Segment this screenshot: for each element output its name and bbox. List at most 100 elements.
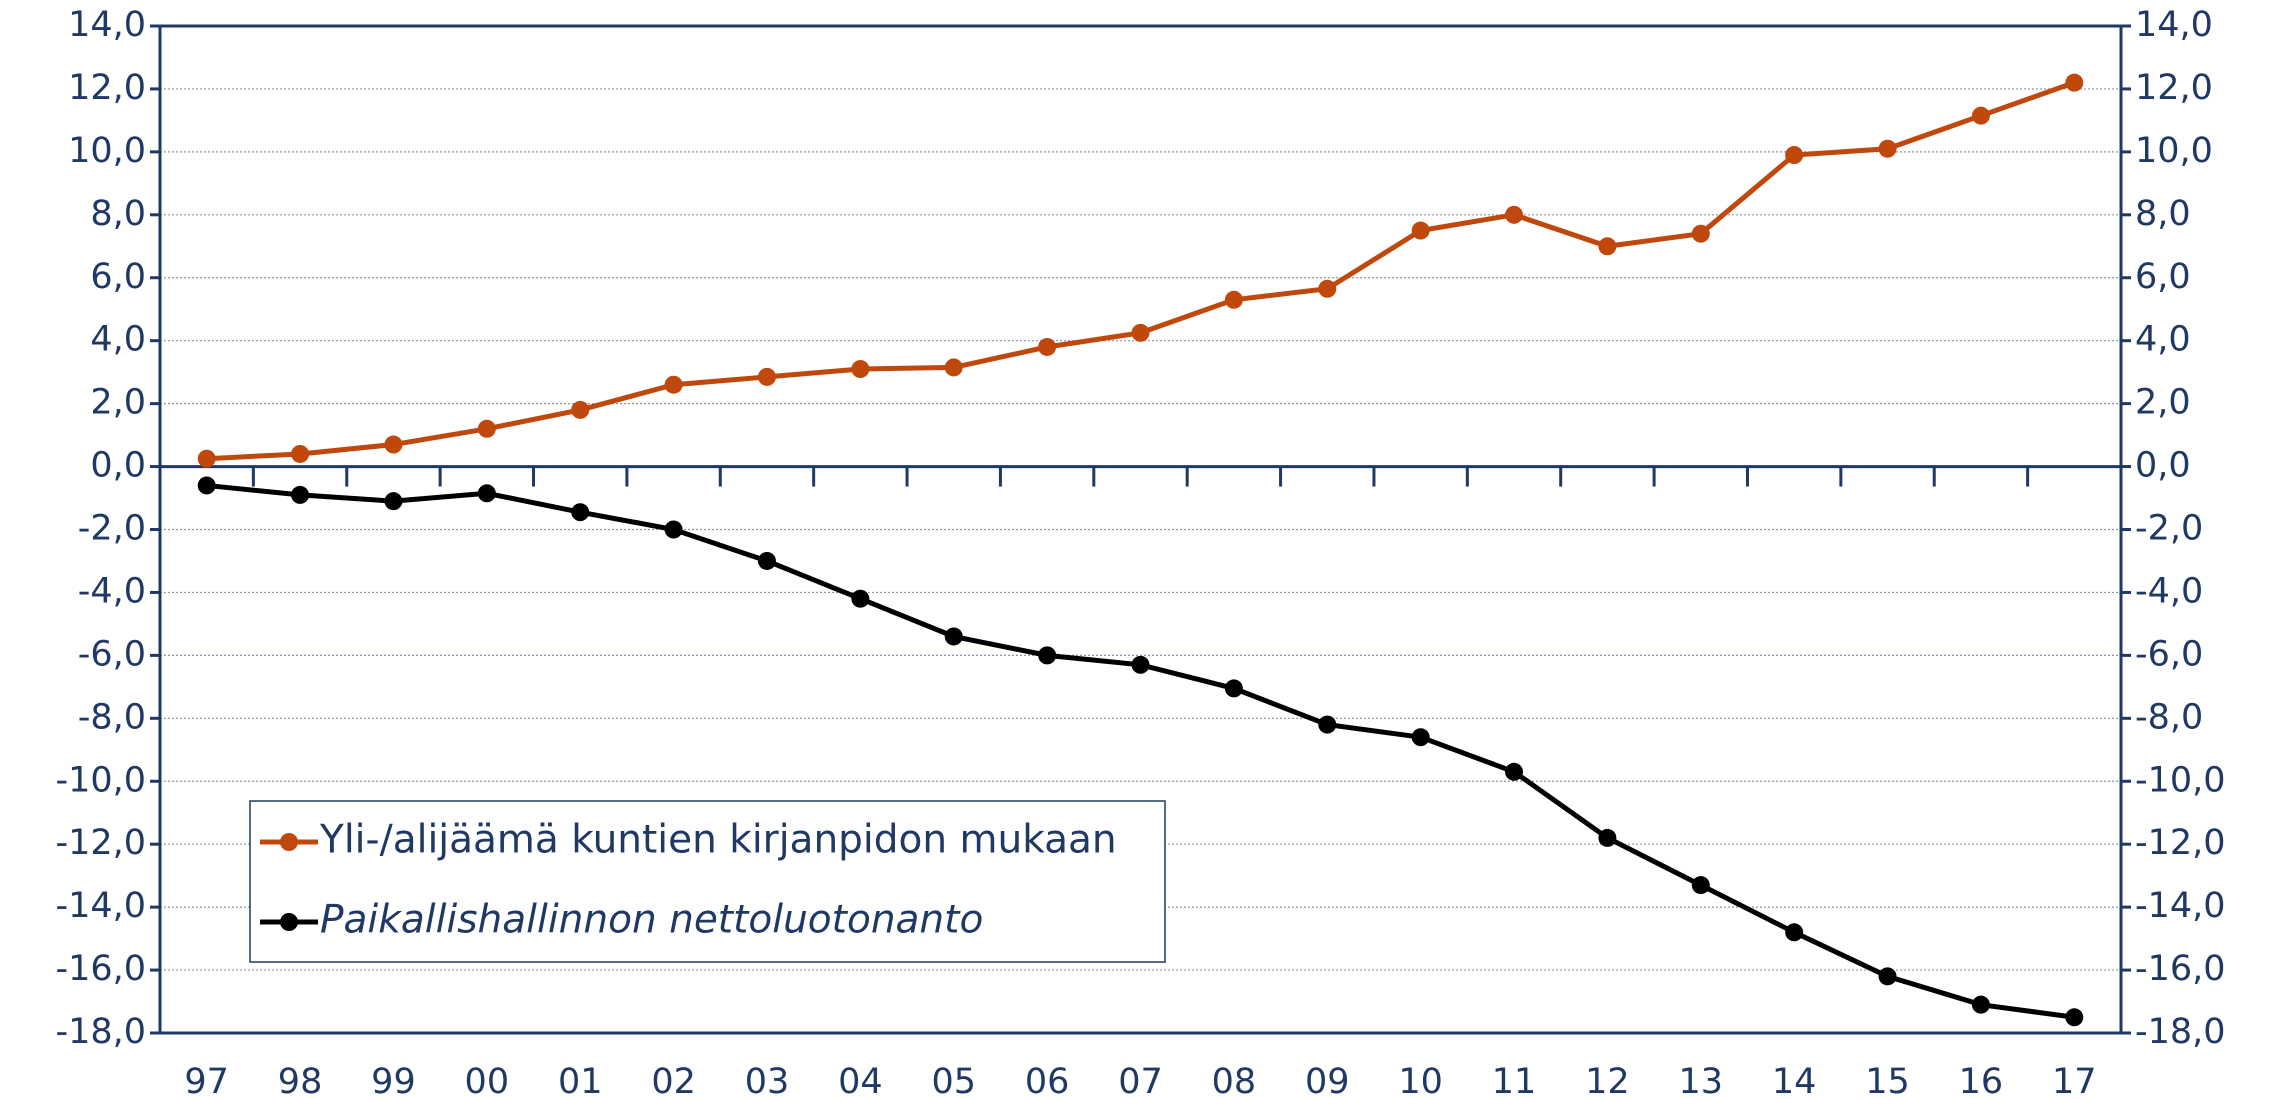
point (1691, 876, 1710, 895)
y2-tick-label: 14,0 (2135, 5, 2213, 45)
y2-tick-label: -16,0 (2135, 949, 2226, 989)
point (571, 503, 590, 522)
y2-tick-label: -8,0 (2135, 697, 2203, 737)
point (1411, 221, 1430, 240)
point (1971, 106, 1990, 125)
x-tick-label: 16 (1959, 1062, 2004, 1099)
point (2065, 1008, 2084, 1027)
point (291, 485, 310, 504)
y-tick-label: -12,0 (55, 823, 146, 863)
y-tick-label: -16,0 (55, 949, 146, 989)
point (1505, 762, 1524, 781)
point (1785, 146, 1804, 165)
x-tick-label: 12 (1585, 1062, 1630, 1099)
x-tick-label: 98 (278, 1062, 323, 1099)
y2-tick-label: -18,0 (2135, 1012, 2226, 1052)
legend-marker (280, 913, 298, 931)
y-tick-label: -4,0 (78, 571, 146, 611)
x-tick-label: 13 (1679, 1062, 1724, 1099)
point (1131, 655, 1150, 674)
y2-tick-label: 6,0 (2135, 257, 2191, 297)
y2-tick-label: -10,0 (2135, 760, 2226, 800)
point (197, 449, 216, 468)
x-tick-label: 03 (745, 1062, 790, 1099)
y2-tick-label: 8,0 (2135, 194, 2191, 234)
x-tick-label: 09 (1305, 1062, 1350, 1099)
point (1318, 279, 1337, 298)
x-tick-label: 04 (838, 1062, 883, 1099)
plot-frame (158, 24, 2123, 1035)
y-tick-label: -18,0 (55, 1012, 146, 1052)
x-tick-label: 06 (1025, 1062, 1070, 1099)
point (477, 484, 496, 503)
point (1691, 224, 1710, 243)
y2-tick-label: 12,0 (2135, 68, 2213, 108)
point (1598, 828, 1617, 847)
y2-tick-label: -14,0 (2135, 886, 2226, 926)
point (1878, 139, 1897, 158)
x-tick-label: 01 (558, 1062, 603, 1099)
x-tick-label: 02 (651, 1062, 696, 1099)
legend-box (249, 800, 1166, 963)
point (851, 589, 870, 608)
x-tick-label: 17 (2052, 1062, 2097, 1099)
point (1411, 728, 1430, 747)
point (944, 627, 963, 646)
x-tick-label: 11 (1492, 1062, 1537, 1099)
point (1038, 646, 1057, 665)
y-tick-label: 4,0 (90, 320, 146, 360)
point (1598, 237, 1617, 256)
point (757, 551, 776, 570)
y-tick-label: -14,0 (55, 886, 146, 926)
point (1505, 205, 1524, 224)
point (571, 400, 590, 419)
x-tick-label: 07 (1118, 1062, 1163, 1099)
point (1224, 679, 1243, 698)
y2-tick-label: -6,0 (2135, 634, 2203, 674)
y-tick-label: 12,0 (68, 68, 146, 108)
y-tick-label: 10,0 (68, 131, 146, 171)
point (757, 367, 776, 386)
point (2065, 73, 2084, 92)
y-tick-label: -8,0 (78, 697, 146, 737)
point (1131, 323, 1150, 342)
point (664, 520, 683, 539)
y2-tick-label: 4,0 (2135, 320, 2191, 360)
x-tick-label: 15 (1865, 1062, 1910, 1099)
x-tick-label: 10 (1398, 1062, 1443, 1099)
point (1224, 290, 1243, 309)
y-tick-label: 0,0 (90, 446, 146, 486)
x-tick-label: 05 (931, 1062, 976, 1099)
series-line (206, 80, 2076, 462)
point (1318, 715, 1337, 734)
point (1785, 923, 1804, 942)
y-tick-label: -6,0 (78, 634, 146, 674)
point (384, 492, 403, 511)
x-tick-label: 00 (465, 1062, 510, 1099)
legend-label: Paikallishallinnon nettoluotonanto (320, 898, 983, 943)
y-tick-label: -2,0 (78, 509, 146, 549)
y2-tick-label: -12,0 (2135, 823, 2226, 863)
y-tick-label: 14,0 (68, 5, 146, 45)
x-tick-label: 08 (1212, 1062, 1257, 1099)
y2-tick-label: 10,0 (2135, 131, 2213, 171)
x-tick-label: 99 (371, 1062, 416, 1099)
point (1038, 337, 1057, 356)
point (477, 419, 496, 438)
y2-tick-label: -4,0 (2135, 571, 2203, 611)
point (1971, 995, 1990, 1014)
x-tick-label: 14 (1772, 1062, 1817, 1099)
y2-tick-label: -2,0 (2135, 509, 2203, 549)
y2-tick-label: 2,0 (2135, 383, 2191, 423)
point (664, 375, 683, 394)
point (1878, 967, 1897, 986)
point (944, 358, 963, 377)
point (291, 444, 310, 463)
y-tick-label: 2,0 (90, 383, 146, 423)
y-tick-label: -10,0 (55, 760, 146, 800)
point (197, 476, 216, 495)
y-tick-label: 6,0 (90, 257, 146, 297)
y-tick-label: 8,0 (90, 194, 146, 234)
y2-tick-label: 0,0 (2135, 446, 2191, 486)
